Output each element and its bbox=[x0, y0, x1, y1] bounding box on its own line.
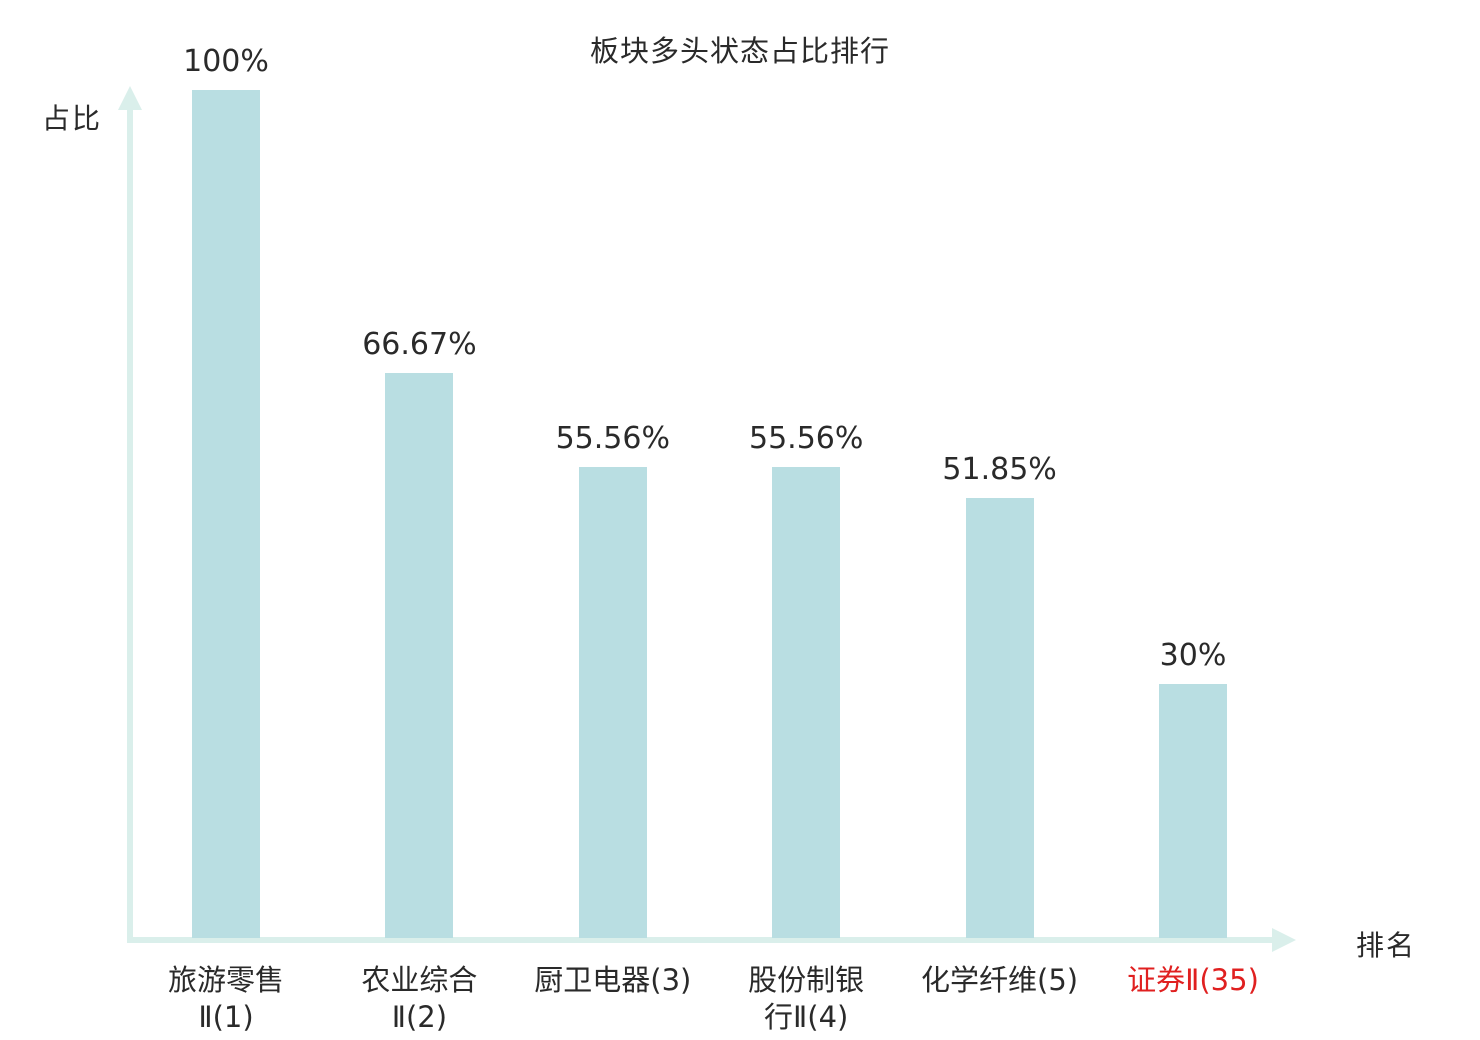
bar-category-label: 股份制银 行Ⅱ(4) bbox=[748, 963, 865, 1034]
bar-category-label: 证券Ⅱ(35) bbox=[1127, 963, 1259, 997]
bar bbox=[192, 90, 260, 938]
bar-value-label: 30% bbox=[1159, 638, 1227, 673]
bar bbox=[965, 498, 1034, 938]
bar-value-label: 66.67% bbox=[362, 327, 477, 362]
bar bbox=[385, 373, 454, 938]
bar bbox=[1159, 684, 1227, 938]
x-axis-label: 排名 bbox=[1356, 929, 1417, 962]
y-axis-arrowhead bbox=[118, 86, 142, 110]
bar bbox=[772, 467, 841, 938]
chart-title: 板块多头状态占比排行 bbox=[589, 34, 890, 68]
bar-value-label: 55.56% bbox=[748, 421, 864, 456]
bar-category-label: 化学纤维(5) bbox=[921, 963, 1079, 997]
bar-value-label: 51.85% bbox=[942, 452, 1057, 487]
bar-value-label: 55.56% bbox=[555, 421, 670, 456]
x-axis-arrowhead bbox=[1272, 928, 1296, 952]
bar-category-label: 旅游零售 Ⅱ(1) bbox=[167, 963, 284, 1034]
y-axis-label: 占比 bbox=[42, 102, 103, 135]
bar bbox=[578, 467, 647, 938]
bar-value-label: 100% bbox=[183, 44, 269, 79]
bar-category-label: 厨卫电器(3) bbox=[534, 963, 692, 997]
bar-category-label: 农业综合 Ⅱ(2) bbox=[361, 963, 478, 1034]
